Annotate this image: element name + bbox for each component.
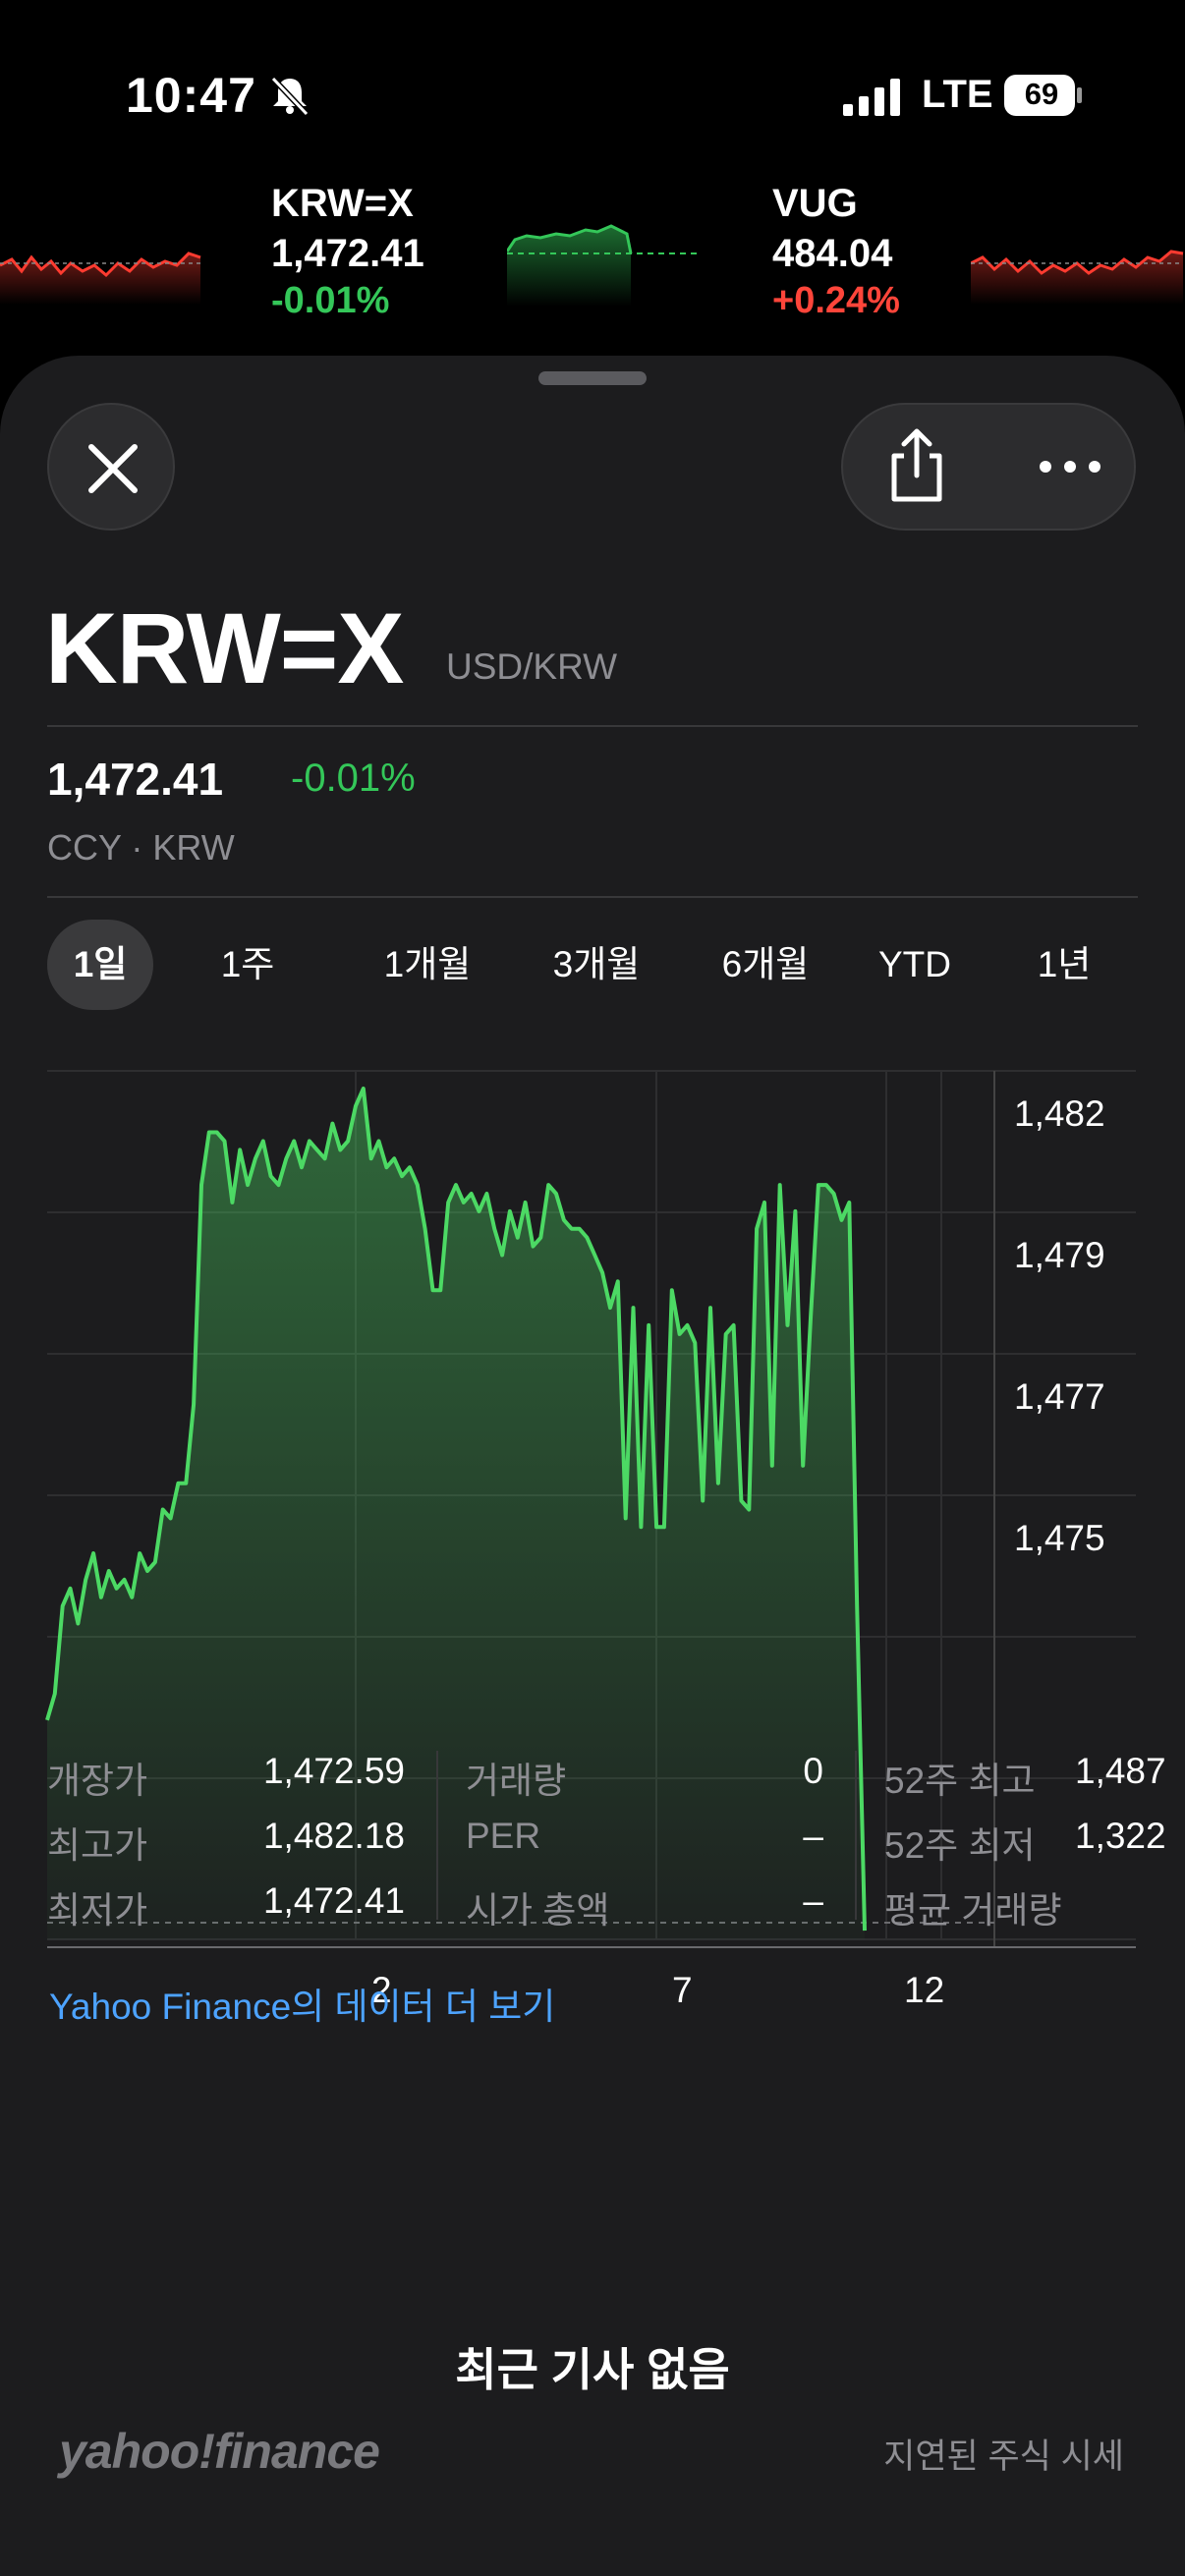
range-tab-1y[interactable]: 1년 — [1037, 944, 1092, 984]
sheet-grabber[interactable] — [538, 371, 647, 385]
close-button[interactable] — [47, 403, 175, 531]
status-bar: 10:47 LTE 69 — [0, 0, 1185, 177]
stat-label: 거래량 — [466, 1761, 567, 1801]
stat-label: 52주 최저 — [884, 1825, 1036, 1866]
ticker-price: 1,472.41 — [271, 232, 424, 275]
stat-value: 1,322 — [1075, 1816, 1166, 1856]
ticker-krw[interactable]: KRW=X 1,472.41 -0.01% — [271, 182, 424, 322]
column-divider — [855, 1751, 857, 1920]
stat-label: 52주 최고 — [884, 1761, 1036, 1801]
ticker-vug[interactable]: VUG 484.04 +0.24% — [772, 182, 900, 322]
stat-value: 1,482.18 — [262, 1816, 405, 1856]
chart-y-tick-label: 1,482 — [1014, 1093, 1105, 1134]
signal-icon — [843, 79, 900, 116]
chart-y-tick-label: 1,479 — [1014, 1235, 1105, 1275]
stat-label: 시가 총액 — [466, 1890, 610, 1931]
chart-series-line — [45, 1086, 867, 1932]
quote-price: 1,472.41 — [47, 754, 224, 805]
battery-icon — [1004, 75, 1082, 116]
quote-meta: CCY · KRW — [47, 827, 235, 868]
column-divider — [436, 1751, 438, 1920]
share-icon[interactable] — [882, 426, 951, 505]
stat-value: – — [803, 1880, 823, 1921]
range-tab-ytd[interactable]: YTD — [878, 944, 951, 984]
delayed-quote-note: 지연된 주식 시세 — [883, 2437, 1124, 2476]
quote-change: -0.01% — [291, 756, 416, 800]
chart-x-tick-label: 2 — [371, 1970, 392, 2006]
stat-label: PER — [466, 1816, 541, 1856]
stat-value: 1,472.41 — [262, 1880, 405, 1921]
range-tab-1d[interactable]: 1일 — [47, 920, 153, 1010]
battery-level: 69 — [1024, 77, 1059, 111]
range-tab-1w[interactable]: 1주 — [220, 944, 275, 984]
ticker-symbol: VUG — [772, 182, 858, 225]
stat-label: 최저가 — [47, 1890, 148, 1931]
ticker-sparkline-krw — [507, 224, 700, 307]
chart-x-tick-label: 7 — [672, 1970, 693, 2006]
divider — [47, 725, 1138, 727]
stat-value: 1,487 — [1075, 1751, 1166, 1791]
ticker-change: +0.24% — [772, 280, 900, 321]
stat-value: 0 — [803, 1751, 823, 1791]
price-chart[interactable]: 1,482 1,479 1,477 1,475 2 7 12 — [0, 1024, 1185, 2006]
stat-label: 개장가 — [47, 1761, 148, 1801]
more-icon[interactable] — [1036, 456, 1104, 477]
more-data-link[interactable]: Yahoo Finance의 데이터 더 보기 — [49, 1987, 556, 2027]
pair-name: USD/KRW — [446, 646, 618, 687]
quote-sheet: KRW=X USD/KRW 1,472.41 -0.01% CCY · KRW … — [0, 356, 1185, 2576]
stat-label: 평균 거래량 — [884, 1890, 1062, 1931]
range-tab-1m[interactable]: 1개월 — [383, 944, 472, 984]
close-icon — [88, 444, 138, 493]
stat-value: – — [803, 1816, 823, 1856]
ticker-change: -0.01% — [271, 280, 390, 321]
ticker-sparkline-left — [0, 252, 201, 305]
stat-label: 최고가 — [47, 1825, 148, 1866]
stat-value: 1,472.59 — [262, 1751, 405, 1791]
no-news-message: 최근 기사 없음 — [455, 2344, 730, 2395]
yahoo-finance-logo: yahoo!finance — [59, 2424, 380, 2479]
ticker-price: 484.04 — [772, 232, 893, 275]
action-pill — [841, 403, 1136, 531]
chart-x-tick-label: 12 — [904, 1970, 944, 2006]
bell-slash-icon — [270, 76, 310, 117]
page-title: KRW=X — [45, 592, 404, 704]
range-selector: 1일 1주 1개월 3개월 6개월 YTD 1년 — [47, 920, 1138, 1010]
chart-y-tick-label: 1,475 — [1014, 1518, 1105, 1558]
divider — [47, 896, 1138, 898]
range-tab-6m[interactable]: 6개월 — [721, 944, 810, 984]
chart-y-tick-label: 1,477 — [1014, 1376, 1105, 1417]
ticker-sparkline-vug — [971, 250, 1184, 305]
network-type: LTE — [922, 73, 993, 116]
ticker-symbol: KRW=X — [271, 182, 414, 225]
chart-area — [47, 1088, 865, 1939]
range-tab-3m[interactable]: 3개월 — [552, 944, 641, 984]
status-time: 10:47 — [126, 68, 256, 123]
